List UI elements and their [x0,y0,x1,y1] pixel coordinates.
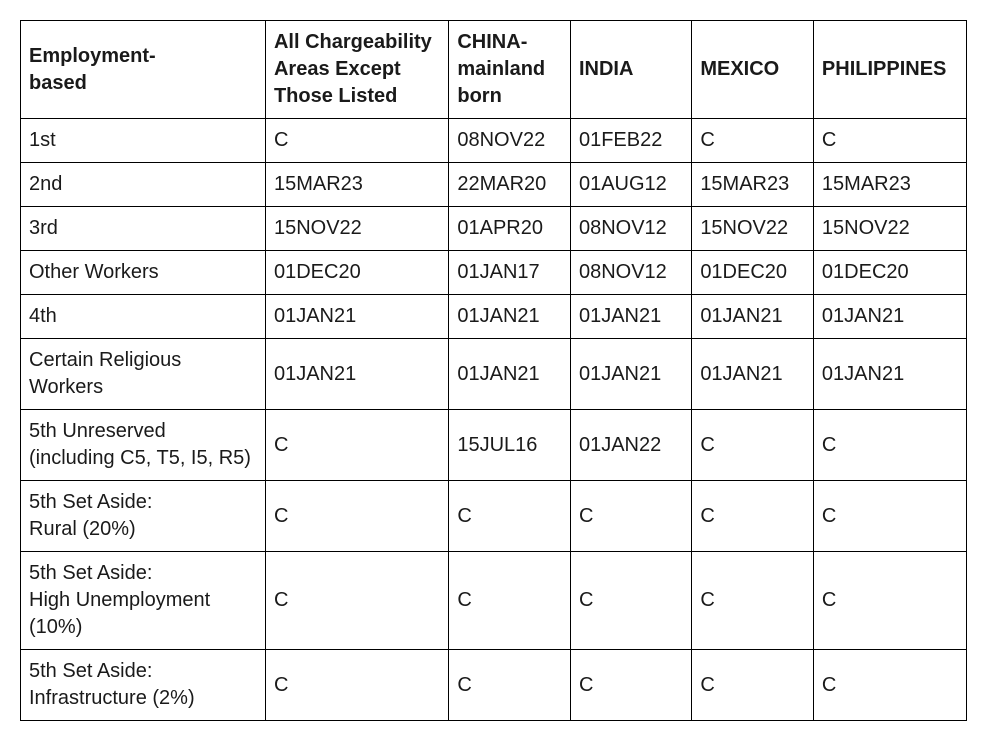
cell-value: 01DEC20 [813,251,966,295]
cell-value: C [813,552,966,650]
col-header-mexico: MEXICO [692,21,814,119]
cell-value: 01JAN17 [449,251,571,295]
cell-value: 15NOV22 [813,207,966,251]
table-row: 4th 01JAN21 01JAN21 01JAN21 01JAN21 01JA… [21,295,967,339]
table-body: 1st C 08NOV22 01FEB22 C C 2nd 15MAR23 22… [21,119,967,721]
cell-value: 15MAR23 [692,163,814,207]
table-row: Other Workers 01DEC20 01JAN17 08NOV12 01… [21,251,967,295]
cell-value: C [449,552,571,650]
table-row: 3rd 15NOV22 01APR20 08NOV12 15NOV22 15NO… [21,207,967,251]
cell-value: 08NOV22 [449,119,571,163]
col-header-china: CHINA-mainland born [449,21,571,119]
cell-value: 01DEC20 [265,251,448,295]
cell-value: 15NOV22 [265,207,448,251]
col-header-employment-based: Employment-based [21,21,266,119]
cell-value: 01JAN21 [692,339,814,410]
cell-value: C [692,119,814,163]
cell-value: 01AUG12 [570,163,691,207]
cell-category: 4th [21,295,266,339]
cell-value: C [449,481,571,552]
cell-value: C [813,481,966,552]
table-row: 5th Set Aside:High Unemployment (10%) C … [21,552,967,650]
cell-value: C [265,481,448,552]
cell-value: C [813,119,966,163]
cell-value: 01JAN21 [813,339,966,410]
cell-value: 15JUL16 [449,410,571,481]
cell-value: 01FEB22 [570,119,691,163]
cell-value: 01JAN21 [813,295,966,339]
cell-value: 01JAN21 [265,295,448,339]
cell-value: 15NOV22 [692,207,814,251]
col-header-all-chargeability: All Chargeability Areas Except Those Lis… [265,21,448,119]
cell-value: 01JAN21 [570,295,691,339]
visa-bulletin-table: Employment-based All Chargeability Areas… [20,20,967,721]
cell-value: 15MAR23 [265,163,448,207]
table-row: 1st C 08NOV22 01FEB22 C C [21,119,967,163]
cell-value: 01JAN21 [265,339,448,410]
cell-value: C [813,410,966,481]
table-row: 5th Unreserved(including C5, T5, I5, R5)… [21,410,967,481]
col-header-india: INDIA [570,21,691,119]
cell-value: 01JAN21 [570,339,691,410]
cell-category: Certain Religious Workers [21,339,266,410]
cell-category: 5th Unreserved(including C5, T5, I5, R5) [21,410,266,481]
cell-value: 01JAN21 [449,295,571,339]
table-row: Certain Religious Workers 01JAN21 01JAN2… [21,339,967,410]
cell-value: C [692,552,814,650]
cell-category: 3rd [21,207,266,251]
cell-value: 01JAN22 [570,410,691,481]
cell-value: 08NOV12 [570,207,691,251]
cell-value: C [692,410,814,481]
cell-value: 08NOV12 [570,251,691,295]
cell-value: 01JAN21 [692,295,814,339]
cell-value: 01DEC20 [692,251,814,295]
cell-category: 1st [21,119,266,163]
cell-category: 5th Set Aside:Rural (20%) [21,481,266,552]
cell-value: 22MAR20 [449,163,571,207]
cell-category: 2nd [21,163,266,207]
cell-value: C [265,119,448,163]
cell-value: C [570,552,691,650]
cell-category: 5th Set Aside:High Unemployment (10%) [21,552,266,650]
table-row: 2nd 15MAR23 22MAR20 01AUG12 15MAR23 15MA… [21,163,967,207]
cell-value: 01APR20 [449,207,571,251]
cell-category: Other Workers [21,251,266,295]
cell-value: C [265,410,448,481]
table-row: 5th Set Aside:Rural (20%) C C C C C [21,481,967,552]
table-header-row: Employment-based All Chargeability Areas… [21,21,967,119]
cell-value: C [570,481,691,552]
cell-value: C [265,552,448,650]
cell-value: 01JAN21 [449,339,571,410]
cell-value: C [692,481,814,552]
cell-value: 15MAR23 [813,163,966,207]
table-header: Employment-based All Chargeability Areas… [21,21,967,119]
col-header-philippines: PHILIPPINES [813,21,966,119]
